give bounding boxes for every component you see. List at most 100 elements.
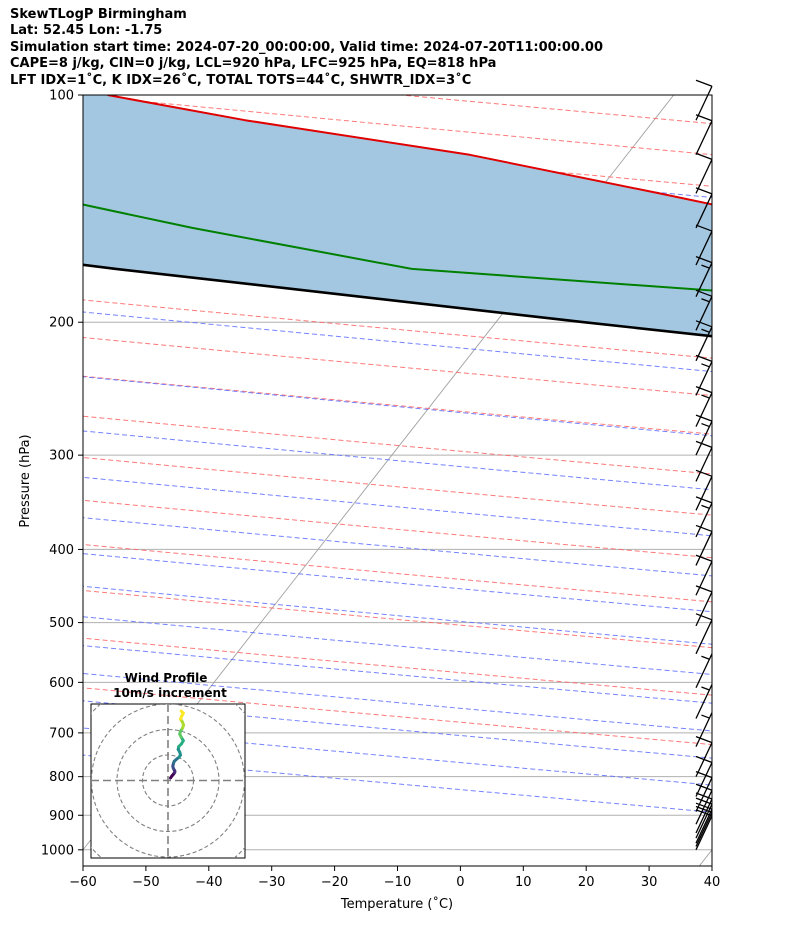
wind-barb bbox=[695, 613, 713, 655]
cape-area bbox=[83, 95, 712, 337]
y-tick-label: 800 bbox=[49, 770, 74, 785]
wind-barb bbox=[695, 783, 713, 825]
dewpoint-line bbox=[83, 203, 712, 292]
cape-line: CAPE=8 j/kg, CIN=0 j/kg, LCL=920 hPa, LF… bbox=[10, 56, 497, 72]
y-tick-label: 300 bbox=[49, 449, 74, 464]
wind-barb-flag bbox=[695, 224, 713, 232]
wind-barb bbox=[695, 79, 713, 121]
wind-barb bbox=[695, 684, 713, 719]
wind-barb-flag bbox=[695, 585, 713, 593]
y-tick-label: 100 bbox=[49, 89, 74, 104]
cape-shading bbox=[83, 95, 712, 337]
y-tick-label: 900 bbox=[49, 809, 74, 824]
wind-barb bbox=[695, 653, 713, 689]
hodograph-title: Wind Profile bbox=[125, 671, 208, 685]
wind-barb-flag bbox=[695, 797, 713, 805]
wind-barb-half-flag bbox=[701, 298, 710, 303]
wind-barb bbox=[695, 770, 713, 812]
wind-barb-half-flag bbox=[701, 363, 710, 368]
y-axis-ticks: 100 200 300 400 500 600 700 800 900 1000 bbox=[41, 89, 83, 858]
wind-barb-flag bbox=[695, 554, 713, 562]
x-tick-label: −10 bbox=[384, 875, 411, 890]
wind-barbs bbox=[695, 79, 713, 851]
y-tick-label: 500 bbox=[49, 616, 74, 631]
wind-barb-flag bbox=[695, 256, 713, 264]
wind-barb-half-flag bbox=[701, 328, 710, 333]
chart-title: SkewTLogP Birmingham bbox=[10, 7, 187, 22]
moist-adiabat-line bbox=[83, 616, 712, 675]
wind-barb bbox=[695, 320, 713, 362]
wind-barb-flag bbox=[695, 770, 713, 779]
wind-barb-flag bbox=[695, 469, 713, 477]
wind-barb-flag bbox=[695, 613, 713, 621]
wind-barb bbox=[695, 414, 713, 456]
wind-barb bbox=[695, 797, 713, 839]
chart-header: SkewTLogP Birmingham Lat: 52.45 Lon: -1.… bbox=[10, 7, 603, 89]
location-line: Lat: 52.45 Lon: -1.75 bbox=[10, 23, 163, 39]
x-tick-label: 30 bbox=[641, 875, 658, 890]
hodograph-subtitle: 10m/s increment bbox=[113, 686, 227, 700]
wind-barb-flag bbox=[695, 783, 713, 791]
x-tick-label: 0 bbox=[456, 875, 464, 890]
dry-adiabat-line bbox=[727, 95, 794, 866]
wind-barb-half-flag bbox=[701, 686, 710, 691]
wind-barb bbox=[695, 524, 713, 566]
dry-adiabat-line bbox=[83, 375, 712, 435]
x-axis-ticks: −60 −50 −40 −30 −20 −10 0 10 20 30 40 bbox=[69, 866, 720, 890]
wind-barb bbox=[695, 712, 713, 747]
wind-barb bbox=[695, 736, 713, 777]
hodograph-segment bbox=[179, 709, 185, 715]
moist-adiabat-line bbox=[83, 645, 712, 704]
wind-barb bbox=[695, 152, 713, 194]
wind-barb-flag bbox=[695, 414, 713, 422]
wind-barb bbox=[695, 256, 713, 297]
x-tick-label: −20 bbox=[321, 875, 348, 890]
wind-barb bbox=[695, 805, 713, 847]
wind-barb-flag bbox=[695, 805, 713, 814]
wind-barb-half-flag bbox=[701, 394, 710, 399]
y-tick-label: 700 bbox=[49, 726, 74, 741]
x-tick-label: 10 bbox=[515, 875, 532, 890]
wind-barb-flag bbox=[695, 496, 713, 504]
wind-barb bbox=[695, 554, 713, 596]
index-line: LFT IDX=1˚C, K IDX=26˚C, TOTAL TOTS=44˚C… bbox=[10, 72, 472, 88]
wind-barb-flag bbox=[695, 152, 713, 160]
x-tick-label: −30 bbox=[258, 875, 285, 890]
wind-barb bbox=[695, 440, 713, 482]
wind-barb-flag bbox=[695, 524, 713, 533]
wind-barb-flag bbox=[695, 320, 713, 328]
moist-adiabat-line bbox=[83, 376, 712, 437]
y-axis-label: Pressure (hPa) bbox=[18, 434, 33, 527]
wind-barb bbox=[695, 224, 713, 266]
wind-barb bbox=[695, 114, 713, 156]
wind-barb-flag bbox=[695, 385, 713, 394]
y-tick-label: 600 bbox=[49, 676, 74, 691]
x-tick-label: 20 bbox=[578, 875, 595, 890]
isotherm-line bbox=[699, 849, 712, 866]
y-tick-label: 200 bbox=[49, 316, 74, 331]
wind-barb-half-flag bbox=[701, 655, 710, 660]
x-tick-label: −50 bbox=[132, 875, 159, 890]
wind-barb-half-flag bbox=[701, 714, 710, 719]
wind-barb bbox=[695, 496, 713, 538]
time-line: Simulation start time: 2024-07-20_00:00:… bbox=[10, 39, 603, 55]
wind-barb-half-flag bbox=[701, 264, 710, 269]
wind-barb-half-flag bbox=[701, 422, 710, 428]
x-tick-label: −40 bbox=[195, 875, 222, 890]
profiles bbox=[83, 95, 712, 338]
x-tick-label: −60 bbox=[69, 875, 96, 890]
wind-barb-flag bbox=[695, 79, 713, 87]
wind-barb-half-flag bbox=[701, 504, 710, 509]
hodograph-inset: Wind Profile 10m/s increment bbox=[90, 671, 246, 859]
wind-barb bbox=[695, 469, 713, 511]
wind-barb-flag bbox=[695, 736, 713, 744]
hodograph-ring bbox=[91, 704, 245, 858]
wind-barb bbox=[695, 385, 713, 427]
y-tick-label: 1000 bbox=[41, 843, 74, 858]
wind-barb bbox=[695, 585, 713, 627]
x-tick-label: 40 bbox=[704, 875, 721, 890]
wind-barb-flag bbox=[695, 440, 713, 448]
x-axis-label: Temperature (˚C) bbox=[340, 896, 453, 912]
y-tick-label: 400 bbox=[49, 543, 74, 558]
